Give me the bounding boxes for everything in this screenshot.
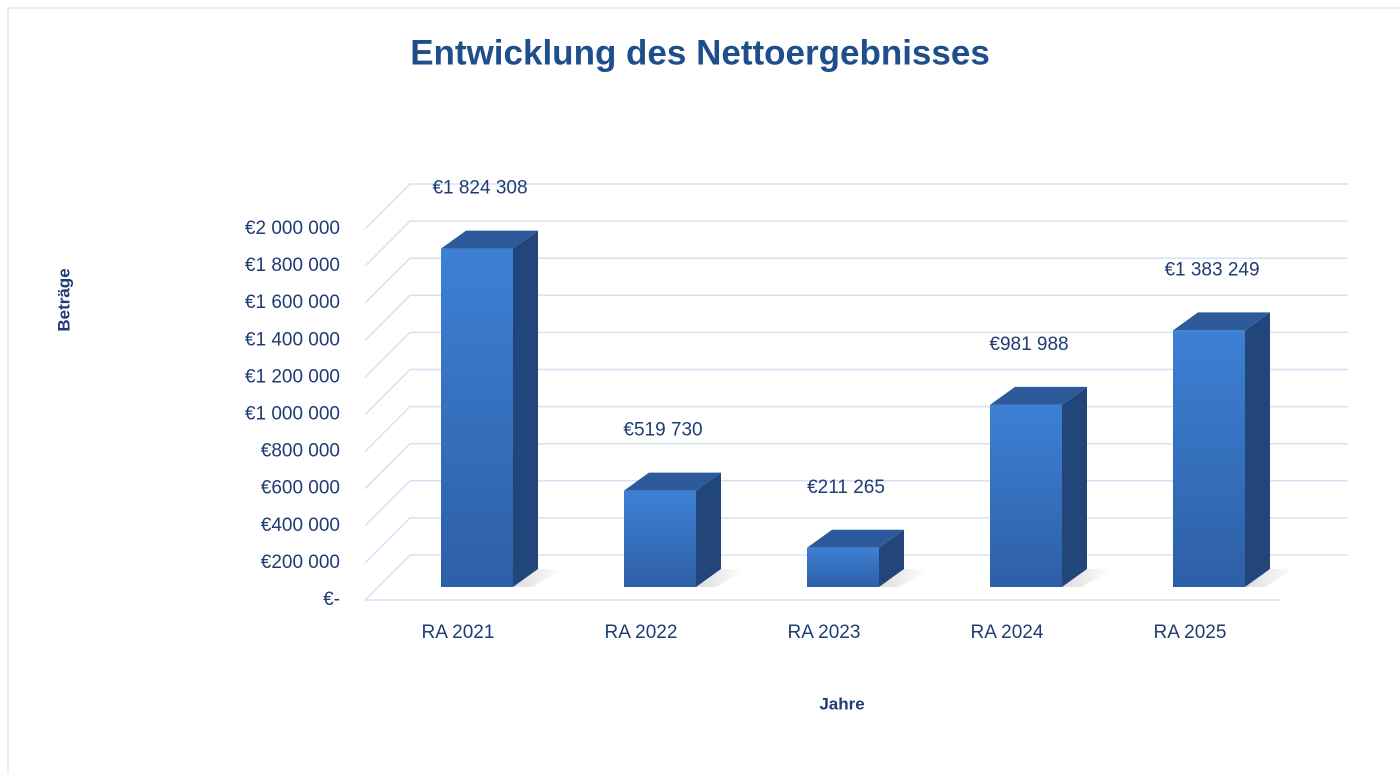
y-tick-label: €1 000 000 [245,404,340,425]
bar-top [624,472,721,491]
bar-side [879,529,904,587]
bar [1173,330,1245,587]
grid-line [364,294,1348,341]
y-tick-label: €800 000 [261,441,340,462]
y-axis-title: Beträge [54,268,73,331]
x-tick-label: RA 2022 [605,622,678,643]
value-label: €981 988 [989,334,1068,355]
bar-top [441,230,538,249]
bar [807,547,879,587]
bar-shadow [879,569,929,587]
value-label: €1 383 249 [1164,259,1259,280]
grid-line [364,220,1348,267]
y-tick-label: €200 000 [261,552,340,573]
bar [624,490,696,587]
bar-top [807,529,904,548]
bar-side [696,472,721,587]
grid-line [364,331,1348,378]
grid-line [364,183,1348,230]
value-label: €519 730 [623,420,702,441]
bar [990,404,1062,587]
y-tick-label: €1 400 000 [245,329,340,350]
y-tick-label: €- [323,589,340,610]
y-tick-label: €2 000 000 [245,218,340,239]
y-tick-label: €1 800 000 [245,255,340,276]
chart-title: Entwicklung des Nettoergebnisses [410,33,990,72]
bar-shadow [696,569,746,587]
value-label: €211 265 [807,477,885,498]
x-tick-label: RA 2023 [788,622,861,643]
bar-top [990,386,1087,405]
x-tick-label: RA 2025 [1154,622,1227,643]
bar-shadow [513,569,563,587]
grid-line [364,368,1348,416]
y-tick-label: €600 000 [261,478,340,499]
x-tick-label: RA 2024 [971,622,1044,643]
bar [441,248,513,587]
y-tick-label: €1 200 000 [245,366,340,387]
bar-side [1245,312,1270,587]
y-tick-label: €400 000 [261,515,340,536]
y-tick-label: €1 600 000 [245,292,340,313]
chart-frame [7,7,1400,779]
bar-side [513,230,538,587]
bar-shadow [1062,569,1112,587]
grid-line [364,257,1348,304]
value-label: €1 824 308 [432,178,527,199]
x-tick-label: RA 2021 [422,622,495,643]
bar-shadow [1245,569,1295,587]
x-axis-title: Jahre [819,694,864,713]
bar-side [1062,386,1087,587]
bar-top [1173,312,1270,331]
